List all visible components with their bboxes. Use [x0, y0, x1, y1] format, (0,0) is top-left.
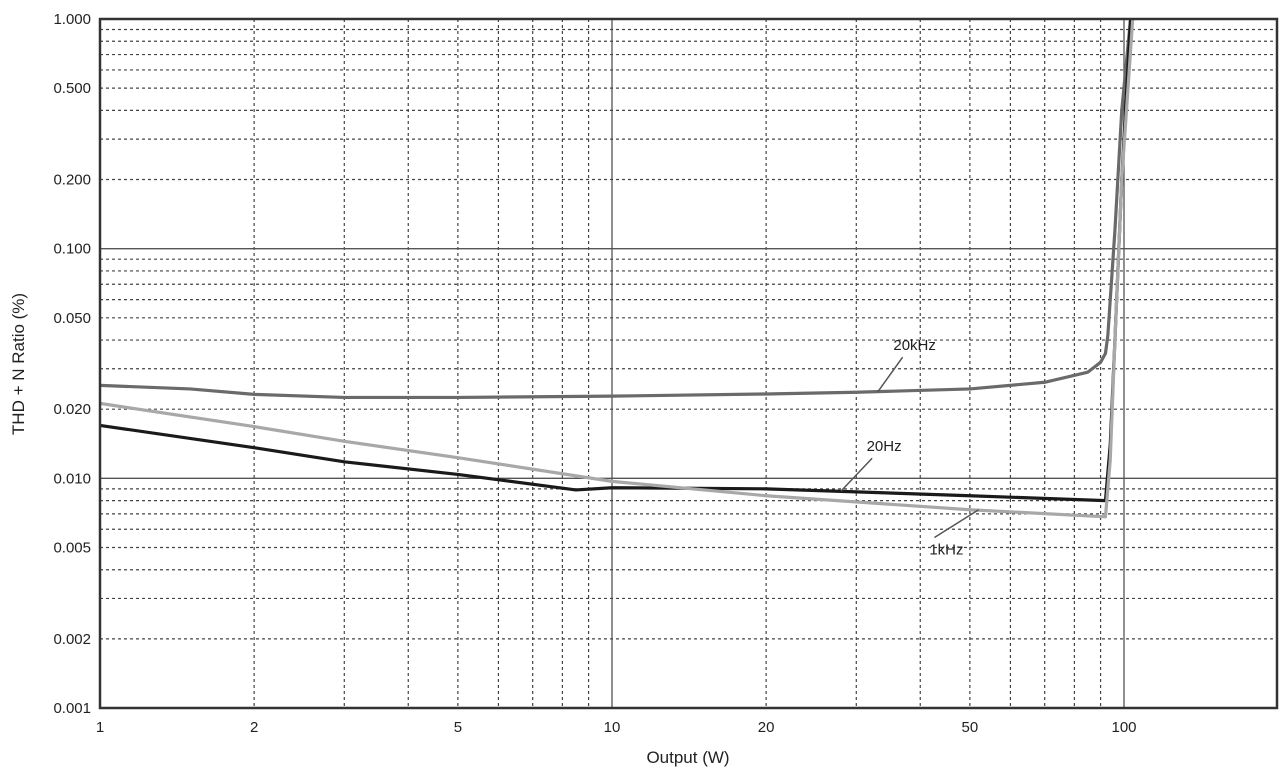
annotation-label: 20Hz	[867, 438, 902, 455]
y-tick-label: 0.200	[53, 172, 91, 189]
y-tick-label: 0.050	[53, 310, 91, 327]
annotations: 20kHz 20Hz 1kHz	[840, 337, 979, 558]
x-axis-label: Output (W)	[646, 748, 729, 767]
x-tick-label: 1	[96, 719, 104, 736]
tick-labels: 1 2 5 10 20 50 100 0.001 0.002 0.005 0.010 0.020 0.0…	[53, 11, 1136, 736]
x-tick-label: 50	[962, 719, 979, 736]
annotation-label: 20kHz	[893, 337, 936, 354]
y-tick-label: 0.100	[53, 241, 91, 258]
x-tick-label: 20	[758, 719, 775, 736]
annotation-leader-line	[876, 356, 904, 393]
y-axis-label: THD + N Ratio (%)	[9, 293, 28, 435]
y-tick-label: 1.000	[53, 11, 91, 28]
plot-frame	[98, 17, 1279, 710]
x-tick-label: 10	[604, 719, 621, 736]
series-line-20khz	[99, 18, 1133, 400]
x-tick-label: 2	[250, 719, 258, 736]
y-tick-label: 0.010	[53, 470, 91, 487]
y-tick-label: 0.500	[53, 80, 91, 97]
y-tick-label: 0.001	[53, 700, 91, 717]
annotation-leader-line	[840, 457, 873, 492]
series-group	[99, 18, 1135, 519]
y-tick-label: 0.002	[53, 631, 91, 648]
x-tick-label: 100	[1111, 719, 1136, 736]
y-tick-label: 0.020	[53, 401, 91, 418]
x-tick-label: 5	[454, 719, 462, 736]
y-tick-label: 0.005	[53, 539, 91, 556]
annotation-leader-line	[934, 509, 979, 539]
annotation-label: 1kHz	[929, 541, 963, 558]
series-line-1khz	[99, 18, 1135, 519]
